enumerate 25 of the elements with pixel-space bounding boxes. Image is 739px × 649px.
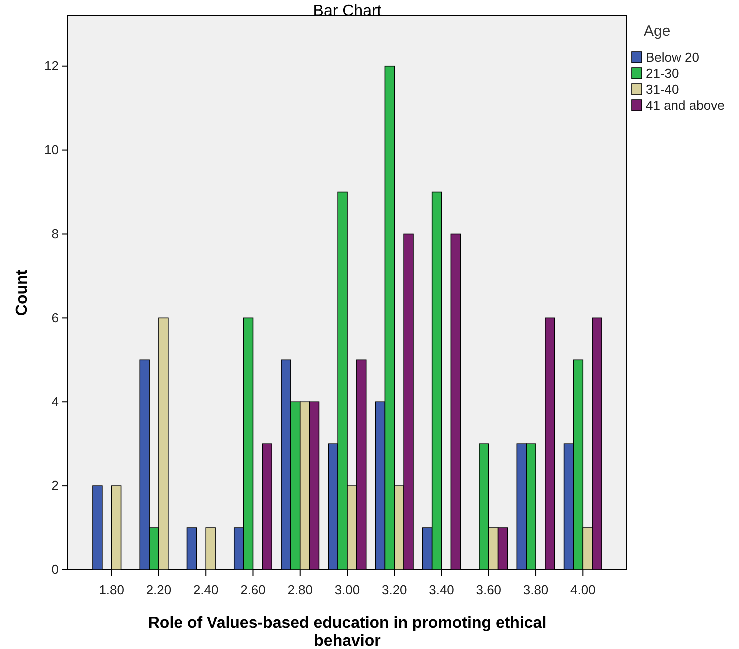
y-axis-title: Count — [14, 269, 31, 316]
y-tick-label: 2 — [52, 478, 59, 494]
y-tick-label: 6 — [52, 310, 59, 326]
legend-label: 41 and above — [646, 98, 725, 113]
y-tick-label: 8 — [52, 226, 59, 242]
y-tick-label: 10 — [44, 142, 59, 158]
x-axis-title: Role of Values-based education in promoting ethical behavior — [148, 615, 547, 649]
x-tick-label: 3.40 — [429, 582, 454, 598]
x-tick-label: 1.80 — [99, 582, 125, 598]
legend-label: 31-40 — [646, 82, 680, 97]
x-tick-label: 2.80 — [288, 582, 314, 598]
x-tick-label: 3.00 — [334, 582, 360, 598]
y-tick-label: 12 — [44, 58, 59, 74]
y-tick-label: 0 — [52, 562, 59, 578]
x-tick-label: 3.60 — [476, 582, 502, 598]
legend-label: 21-30 — [646, 66, 680, 81]
legend-label: Below 20 — [646, 50, 700, 65]
y-tick-label: 4 — [52, 394, 59, 410]
x-tick-label: 3.20 — [382, 582, 408, 598]
x-tick-label: 2.60 — [240, 582, 266, 598]
x-tick-label: 2.20 — [146, 582, 172, 598]
legend-title: Age — [644, 23, 671, 40]
x-tick-label: 2.40 — [193, 582, 219, 598]
x-tick-label: 4.00 — [570, 582, 596, 598]
x-tick-label: 3.80 — [523, 582, 549, 598]
